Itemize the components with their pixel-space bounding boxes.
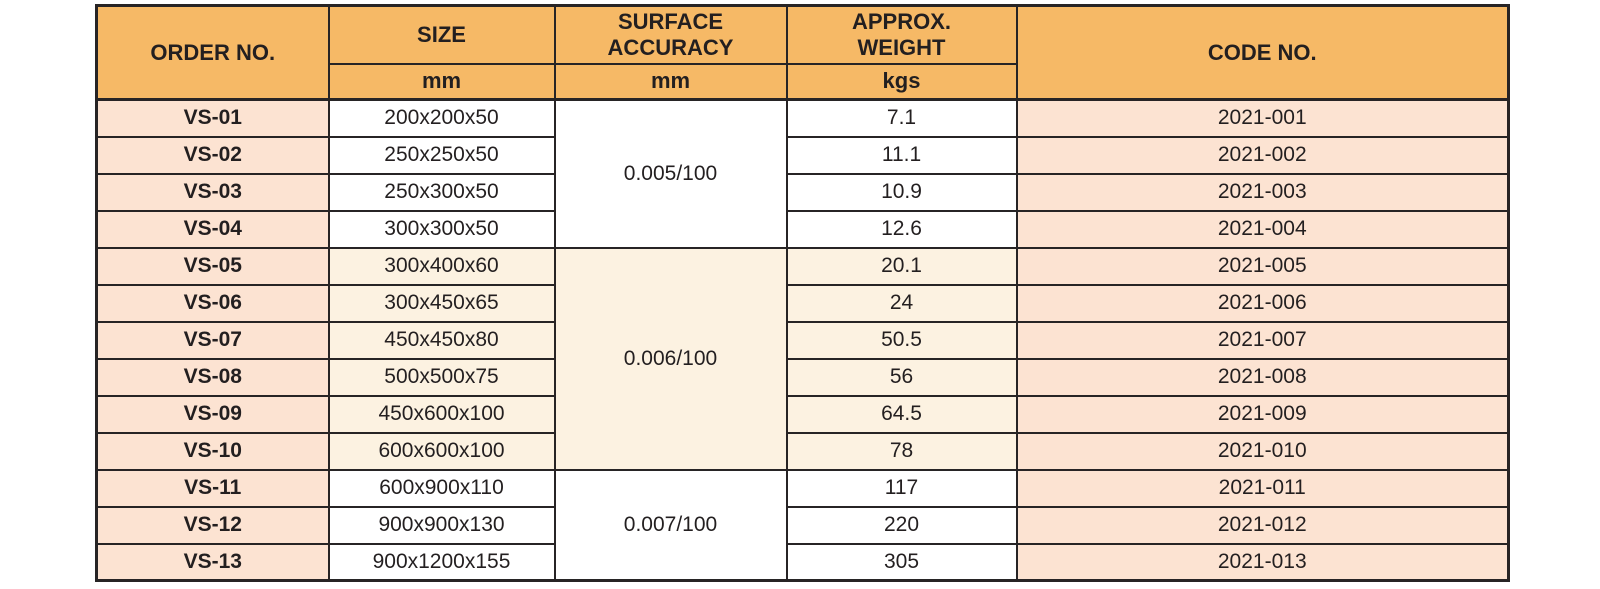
cell-order-no: VS-11 bbox=[95, 468, 330, 508]
cell-code-no: 2021-001 bbox=[1015, 98, 1510, 138]
cell-code-no: 2021-012 bbox=[1015, 505, 1510, 545]
table-row: VS-06 300x450x65 24 2021-006 bbox=[95, 283, 1510, 323]
cell-order-no: VS-08 bbox=[95, 357, 330, 397]
cell-order-no: VS-06 bbox=[95, 283, 330, 323]
table-row: VS-13 900x1200x155 305 2021-013 bbox=[95, 542, 1510, 582]
cell-size: 450x600x100 bbox=[327, 394, 556, 434]
cell-weight: 10.9 bbox=[785, 172, 1018, 212]
cell-order-no: VS-03 bbox=[95, 172, 330, 212]
cell-size: 200x200x50 bbox=[327, 98, 556, 138]
table-row: VS-10 600x600x100 78 2021-010 bbox=[95, 431, 1510, 471]
cell-surface-accuracy-group-3: 0.007/100 bbox=[553, 468, 788, 582]
cell-order-no: VS-04 bbox=[95, 209, 330, 249]
cell-order-no: VS-02 bbox=[95, 135, 330, 175]
cell-size: 300x400x60 bbox=[327, 246, 556, 286]
cell-code-no: 2021-005 bbox=[1015, 246, 1510, 286]
cell-weight: 56 bbox=[785, 357, 1018, 397]
unit-header-accuracy-mm: mm bbox=[553, 62, 788, 101]
table-row: VS-01 200x200x50 0.005/100 7.1 2021-001 bbox=[95, 98, 1510, 249]
cell-weight: 11.1 bbox=[785, 135, 1018, 175]
table-row: VS-07 450x450x80 50.5 2021-007 bbox=[95, 320, 1510, 360]
cell-weight: 20.1 bbox=[785, 246, 1018, 286]
cell-code-no: 2021-007 bbox=[1015, 320, 1510, 360]
cell-size: 300x450x65 bbox=[327, 283, 556, 323]
cell-order-no: VS-12 bbox=[95, 505, 330, 545]
cell-code-no: 2021-002 bbox=[1015, 135, 1510, 175]
cell-code-no: 2021-013 bbox=[1015, 542, 1510, 582]
cell-order-no: VS-10 bbox=[95, 431, 330, 471]
table-row: VS-03 250x300x50 10.9 2021-003 bbox=[95, 172, 1510, 212]
col-header-size: SIZE bbox=[327, 4, 556, 65]
cell-size: 500x500x75 bbox=[327, 357, 556, 397]
cell-size: 450x450x80 bbox=[327, 320, 556, 360]
cell-order-no: VS-13 bbox=[95, 542, 330, 582]
cell-size: 600x600x100 bbox=[327, 431, 556, 471]
cell-size: 250x300x50 bbox=[327, 172, 556, 212]
cell-order-no: VS-05 bbox=[95, 246, 330, 286]
col-header-surface-accuracy: SURFACE ACCURACY bbox=[553, 4, 788, 65]
unit-header-size-mm: mm bbox=[327, 62, 556, 101]
col-header-order-no: ORDER NO. bbox=[95, 4, 330, 101]
cell-weight: 78 bbox=[785, 431, 1018, 471]
cell-size: 900x1200x155 bbox=[327, 542, 556, 582]
cell-weight: 305 bbox=[785, 542, 1018, 582]
cell-size: 300x300x50 bbox=[327, 209, 556, 249]
table-row: VS-08 500x500x75 56 2021-008 bbox=[95, 357, 1510, 397]
cell-weight: 24 bbox=[785, 283, 1018, 323]
cell-code-no: 2021-006 bbox=[1015, 283, 1510, 323]
cell-code-no: 2021-010 bbox=[1015, 431, 1510, 471]
cell-surface-accuracy-group-1: 0.005/100 bbox=[553, 98, 788, 249]
cell-weight: 117 bbox=[785, 468, 1018, 508]
table-body: VS-01 200x200x50 0.005/100 7.1 2021-001 … bbox=[95, 98, 1510, 582]
table-row: VS-05 300x400x60 0.006/100 20.1 2021-005 bbox=[95, 246, 1510, 471]
table-row: VS-12 900x900x130 220 2021-012 bbox=[95, 505, 1510, 545]
cell-weight: 220 bbox=[785, 505, 1018, 545]
unit-header-weight-kgs: kgs bbox=[785, 62, 1018, 101]
cell-surface-accuracy-group-2: 0.006/100 bbox=[553, 246, 788, 471]
cell-size: 250x250x50 bbox=[327, 135, 556, 175]
cell-size: 600x900x110 bbox=[327, 468, 556, 508]
surface-plate-spec-table: ORDER NO. SIZE SURFACE ACCURACY APPROX. … bbox=[95, 4, 1510, 582]
cell-code-no: 2021-011 bbox=[1015, 468, 1510, 508]
cell-order-no: VS-01 bbox=[95, 98, 330, 138]
cell-code-no: 2021-009 bbox=[1015, 394, 1510, 434]
cell-size: 900x900x130 bbox=[327, 505, 556, 545]
header-row-main: ORDER NO. SIZE SURFACE ACCURACY APPROX. … bbox=[95, 4, 1510, 101]
cell-order-no: VS-07 bbox=[95, 320, 330, 360]
table-row: VS-09 450x600x100 64.5 2021-009 bbox=[95, 394, 1510, 434]
col-header-code-no: CODE NO. bbox=[1015, 4, 1510, 101]
table-row: VS-02 250x250x50 11.1 2021-002 bbox=[95, 135, 1510, 175]
cell-weight: 64.5 bbox=[785, 394, 1018, 434]
cell-code-no: 2021-004 bbox=[1015, 209, 1510, 249]
cell-order-no: VS-09 bbox=[95, 394, 330, 434]
cell-weight: 12.6 bbox=[785, 209, 1018, 249]
table-header: ORDER NO. SIZE SURFACE ACCURACY APPROX. … bbox=[95, 4, 1510, 101]
table-row: VS-11 600x900x110 0.007/100 117 2021-011 bbox=[95, 468, 1510, 582]
spec-table-container: ORDER NO. SIZE SURFACE ACCURACY APPROX. … bbox=[95, 4, 1510, 582]
table-row: VS-04 300x300x50 12.6 2021-004 bbox=[95, 209, 1510, 249]
cell-code-no: 2021-003 bbox=[1015, 172, 1510, 212]
cell-code-no: 2021-008 bbox=[1015, 357, 1510, 397]
col-header-approx-weight: APPROX. WEIGHT bbox=[785, 4, 1018, 65]
cell-weight: 7.1 bbox=[785, 98, 1018, 138]
cell-weight: 50.5 bbox=[785, 320, 1018, 360]
header-row-units: mm mm kgs bbox=[97, 62, 1509, 101]
